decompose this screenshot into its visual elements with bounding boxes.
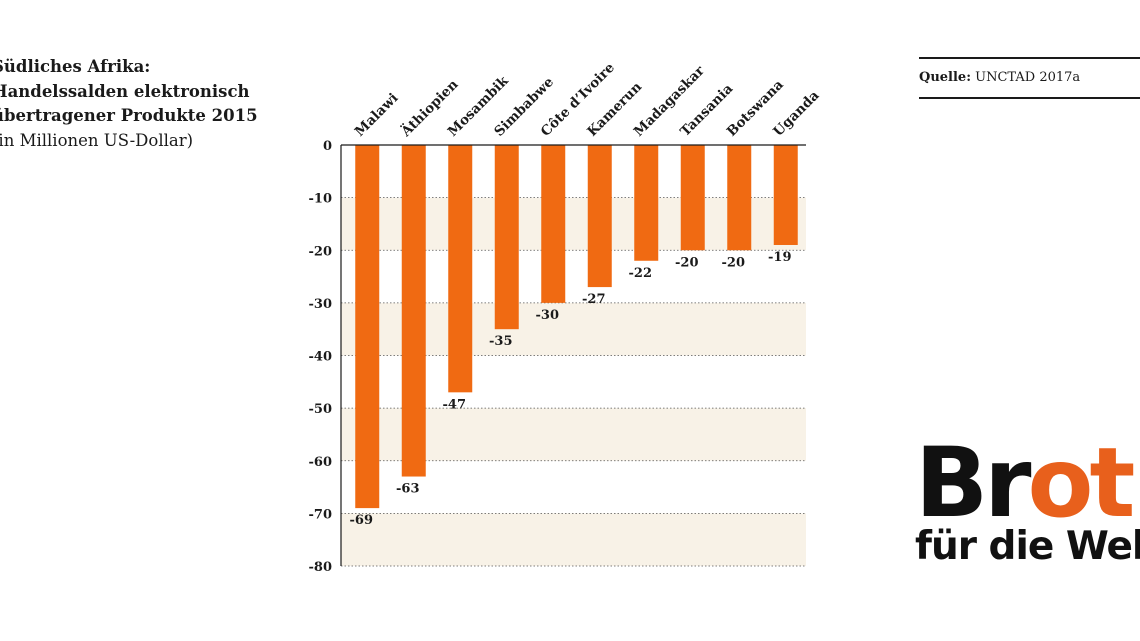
source-label: Quelle: xyxy=(919,70,971,85)
bar xyxy=(727,145,752,251)
logo-wordmark: Brot xyxy=(915,440,1136,539)
bar xyxy=(448,145,473,393)
bar-value-label: -47 xyxy=(443,397,467,412)
bar-value-label: -20 xyxy=(675,255,699,270)
chart-title-line-3: übertragener Produkte 2015 xyxy=(0,106,258,125)
source-note: Quelle: UNCTAD 2017a xyxy=(919,57,1140,99)
y-tick-label: -70 xyxy=(309,507,333,522)
source-value: UNCTAD 2017a xyxy=(975,70,1081,85)
category-label: Malawi xyxy=(352,90,402,140)
bar xyxy=(587,145,612,288)
bar xyxy=(355,145,380,509)
bar-value-label: -30 xyxy=(536,308,560,323)
bar-value-label: -35 xyxy=(489,334,513,349)
chart-title-block: Südliches Afrika: Handelssalden elektron… xyxy=(0,55,258,153)
logo-tagline: für die Welt xyxy=(915,524,1140,569)
brot-fuer-die-welt-logo: Brot für die Welt xyxy=(915,440,1140,570)
bar-value-label: -19 xyxy=(768,250,792,265)
bar-value-label: -27 xyxy=(582,292,606,307)
bar xyxy=(680,145,705,251)
bar-value-label: -63 xyxy=(396,482,420,497)
y-tick-label: 0 xyxy=(323,139,332,154)
chart-title-line-1: Südliches Afrika: xyxy=(0,57,151,76)
y-tick-label: -40 xyxy=(309,350,333,365)
bar xyxy=(773,145,798,245)
bar-value-label: -20 xyxy=(722,255,746,270)
y-tick-label: -10 xyxy=(309,192,333,207)
logo-word-part-2: ot xyxy=(1027,440,1136,539)
bar xyxy=(541,145,566,303)
bar xyxy=(494,145,519,330)
chart-subtitle: (in Millionen US-Dollar) xyxy=(0,130,194,150)
bar xyxy=(634,145,659,261)
y-tick-label: -30 xyxy=(309,297,333,312)
y-tick-label: -60 xyxy=(309,455,333,470)
y-tick-label: -20 xyxy=(309,244,333,259)
logo-word-part-1: Br xyxy=(915,440,1031,539)
chart-title-line-2: Handelssalden elektronisch xyxy=(0,81,250,101)
bar-value-label: -69 xyxy=(350,513,374,528)
bar-value-label: -22 xyxy=(629,266,653,281)
bar xyxy=(401,145,426,477)
y-tick-label: -80 xyxy=(309,560,333,575)
background-band xyxy=(341,513,806,566)
y-tick-label: -50 xyxy=(309,402,333,417)
